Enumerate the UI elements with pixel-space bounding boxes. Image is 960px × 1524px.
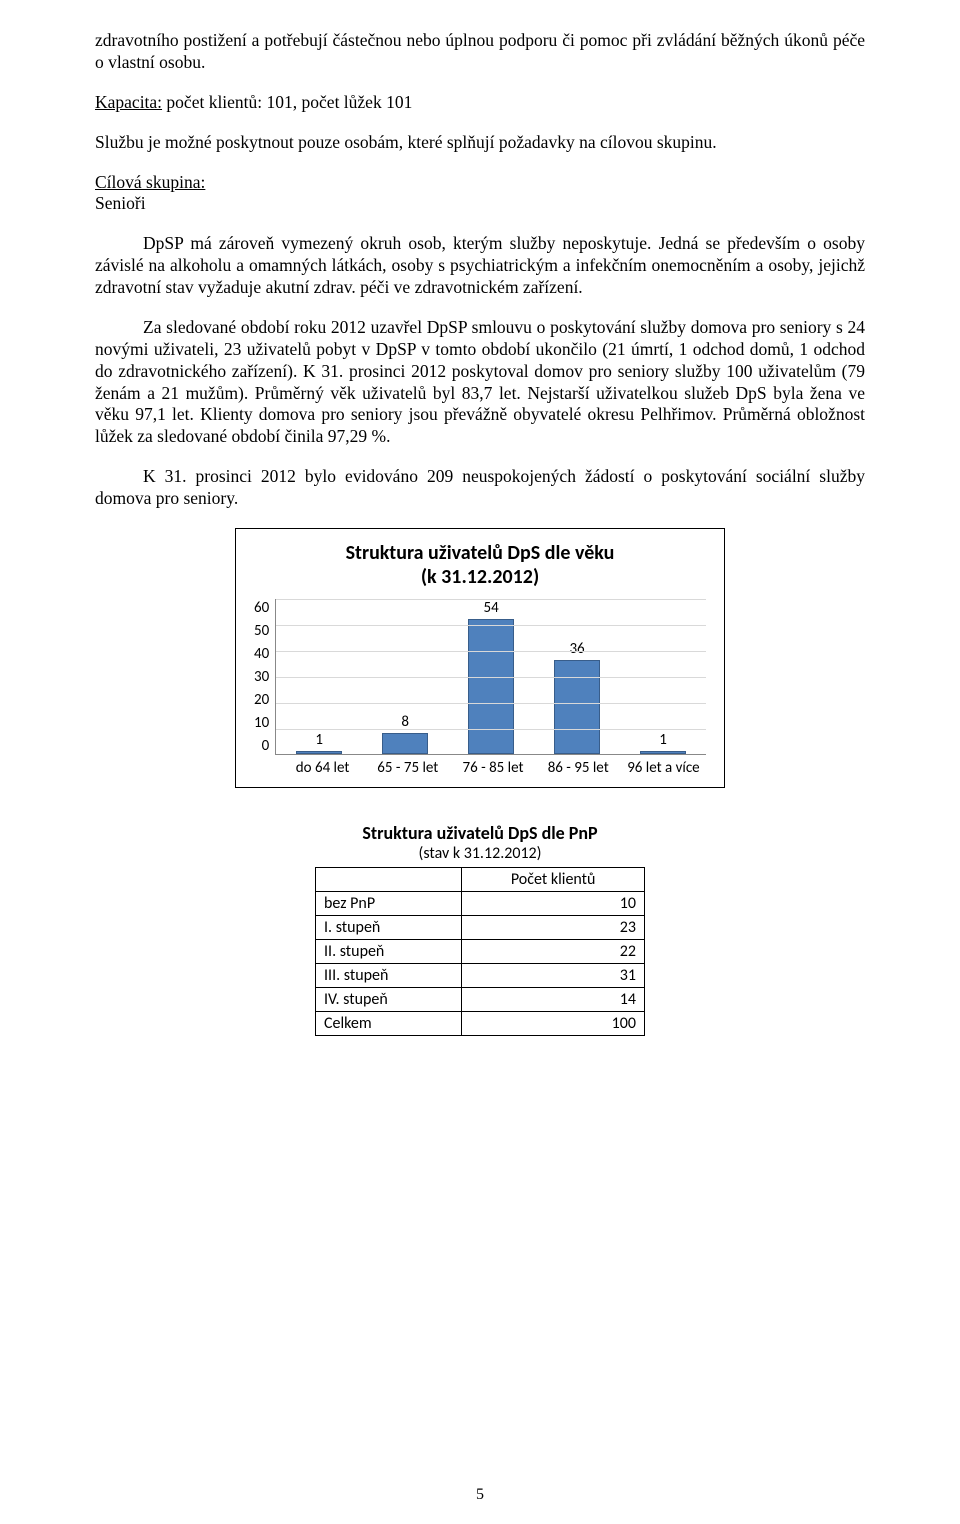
chart-ytick: 60 [254, 599, 269, 617]
table-row: I. stupeň23 [316, 916, 645, 940]
chart-xtick: 65 - 75 let [365, 755, 450, 777]
chart-ytick: 50 [254, 622, 269, 640]
table-head-count: Počet klientů [462, 868, 645, 892]
chart-gridline [276, 651, 706, 652]
table-cell-value: 23 [462, 916, 645, 940]
chart-bar [640, 751, 686, 754]
table-cell-label: bez PnP [316, 892, 462, 916]
chart-ytick: 40 [254, 645, 269, 663]
chart-ytick: 10 [254, 714, 269, 732]
table-cell-value: 14 [462, 988, 645, 1012]
chart-gridline [276, 599, 706, 600]
pnp-table-title: Struktura uživatelů DpS dle PnP [315, 823, 645, 845]
pnp-table: Počet klientů bez PnP10I. stupeň23II. st… [315, 867, 645, 1036]
chart-title-line1: Struktura uživatelů DpS dle věku [346, 541, 615, 565]
table-cell-value: 31 [462, 964, 645, 988]
chart-ytick: 30 [254, 668, 269, 686]
chart-bar [296, 751, 342, 754]
pnp-table-subtitle: (stav k 31.12.2012) [315, 844, 645, 863]
chart-bar [382, 733, 428, 754]
table-cell-label: Celkem [316, 1012, 462, 1036]
chart-bar [554, 660, 600, 754]
chart-xtick: 96 let a více [621, 755, 706, 777]
pnp-table-wrap: Struktura uživatelů DpS dle PnP (stav k … [315, 823, 645, 1037]
table-cell-label: III. stupeň [316, 964, 462, 988]
table-row: Celkem100 [316, 1012, 645, 1036]
paragraph-2: Službu je možné poskytnout pouze osobám,… [95, 132, 865, 154]
chart-plot-area: 1854361 [275, 599, 706, 755]
chart-ytick: 20 [254, 691, 269, 709]
paragraph-4: Za sledované období roku 2012 uzavřel Dp… [95, 317, 865, 448]
kapacita-label: Kapacita: [95, 92, 162, 112]
chart-title-line2: (k 31.12.2012) [421, 565, 539, 589]
chart-bar [468, 619, 514, 754]
chart-xtick: do 64 let [280, 755, 365, 777]
table-cell-value: 10 [462, 892, 645, 916]
table-cell-value: 100 [462, 1012, 645, 1036]
seniori-line: Senioři [95, 193, 865, 215]
chart-xtick: 76 - 85 let [450, 755, 535, 777]
table-cell-label: II. stupeň [316, 940, 462, 964]
chart-bar-value: 1 [315, 731, 323, 749]
table-row: IV. stupeň14 [316, 988, 645, 1012]
age-chart: Struktura uživatelů DpS dle věku (k 31.1… [235, 528, 725, 788]
table-head-blank [316, 868, 462, 892]
cilova-skupina-label: Cílová skupina: [95, 172, 865, 194]
chart-x-axis: do 64 let65 - 75 let76 - 85 let86 - 95 l… [280, 755, 706, 777]
kapacita-line: Kapacita: počet klientů: 101, počet lůže… [95, 92, 865, 114]
chart-xtick: 86 - 95 let [536, 755, 621, 777]
chart-bar-value: 36 [569, 640, 584, 658]
table-cell-label: I. stupeň [316, 916, 462, 940]
kapacita-rest: počet klientů: 101, počet lůžek 101 [162, 92, 412, 112]
table-row: II. stupeň22 [316, 940, 645, 964]
page-number: 5 [0, 1486, 960, 1504]
chart-gridline [276, 729, 706, 730]
chart-title: Struktura uživatelů DpS dle věku (k 31.1… [254, 541, 706, 589]
paragraph-1: zdravotního postižení a potřebují částeč… [95, 30, 865, 74]
chart-gridline [276, 677, 706, 678]
paragraph-3: DpSP má zároveň vymezený okruh osob, kte… [95, 233, 865, 299]
table-cell-label: IV. stupeň [316, 988, 462, 1012]
chart-gridline [276, 625, 706, 626]
paragraph-5: K 31. prosinci 2012 bylo evidováno 209 n… [95, 466, 865, 510]
chart-gridline [276, 703, 706, 704]
chart-bar-value: 1 [659, 731, 667, 749]
table-row: III. stupeň31 [316, 964, 645, 988]
cilova-underline: Cílová skupina: [95, 172, 205, 192]
table-cell-value: 22 [462, 940, 645, 964]
chart-y-axis: 60 50 40 30 20 10 0 [254, 599, 275, 755]
chart-bar-value: 54 [483, 599, 498, 617]
chart-ytick: 0 [262, 737, 270, 755]
table-row: bez PnP10 [316, 892, 645, 916]
